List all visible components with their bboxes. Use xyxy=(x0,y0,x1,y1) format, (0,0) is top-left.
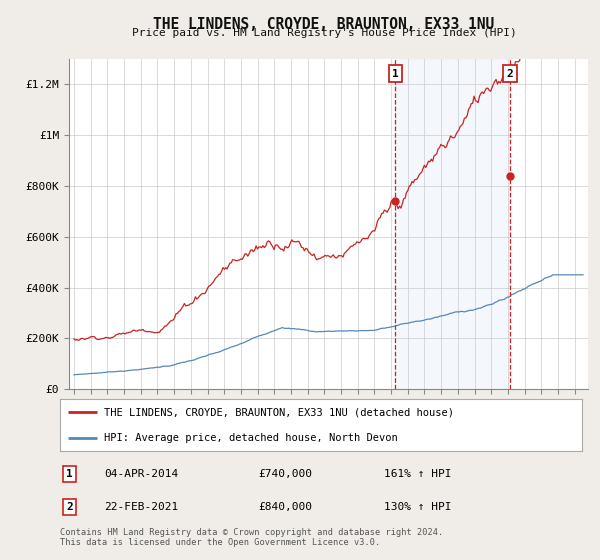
Bar xyxy=(395,59,510,389)
Text: 04-APR-2014: 04-APR-2014 xyxy=(104,469,179,479)
Text: 2: 2 xyxy=(66,502,73,512)
Text: 1: 1 xyxy=(66,469,73,479)
Text: £740,000: £740,000 xyxy=(259,469,313,479)
Text: HPI: Average price, detached house, North Devon: HPI: Average price, detached house, Nort… xyxy=(104,433,398,443)
Text: THE LINDENS, CROYDE, BRAUNTON, EX33 1NU (detached house): THE LINDENS, CROYDE, BRAUNTON, EX33 1NU … xyxy=(104,407,454,417)
Text: Contains HM Land Registry data © Crown copyright and database right 2024.
This d: Contains HM Land Registry data © Crown c… xyxy=(60,528,443,547)
Text: 2: 2 xyxy=(506,69,513,78)
Text: THE LINDENS, CROYDE, BRAUNTON, EX33 1NU: THE LINDENS, CROYDE, BRAUNTON, EX33 1NU xyxy=(154,17,494,32)
Text: 130% ↑ HPI: 130% ↑ HPI xyxy=(383,502,451,512)
Text: 22-FEB-2021: 22-FEB-2021 xyxy=(104,502,179,512)
Point xyxy=(391,197,400,206)
Text: 1: 1 xyxy=(392,69,398,78)
Point xyxy=(505,171,515,180)
Text: 161% ↑ HPI: 161% ↑ HPI xyxy=(383,469,451,479)
Text: Price paid vs. HM Land Registry's House Price Index (HPI): Price paid vs. HM Land Registry's House … xyxy=(131,28,517,38)
Text: £840,000: £840,000 xyxy=(259,502,313,512)
